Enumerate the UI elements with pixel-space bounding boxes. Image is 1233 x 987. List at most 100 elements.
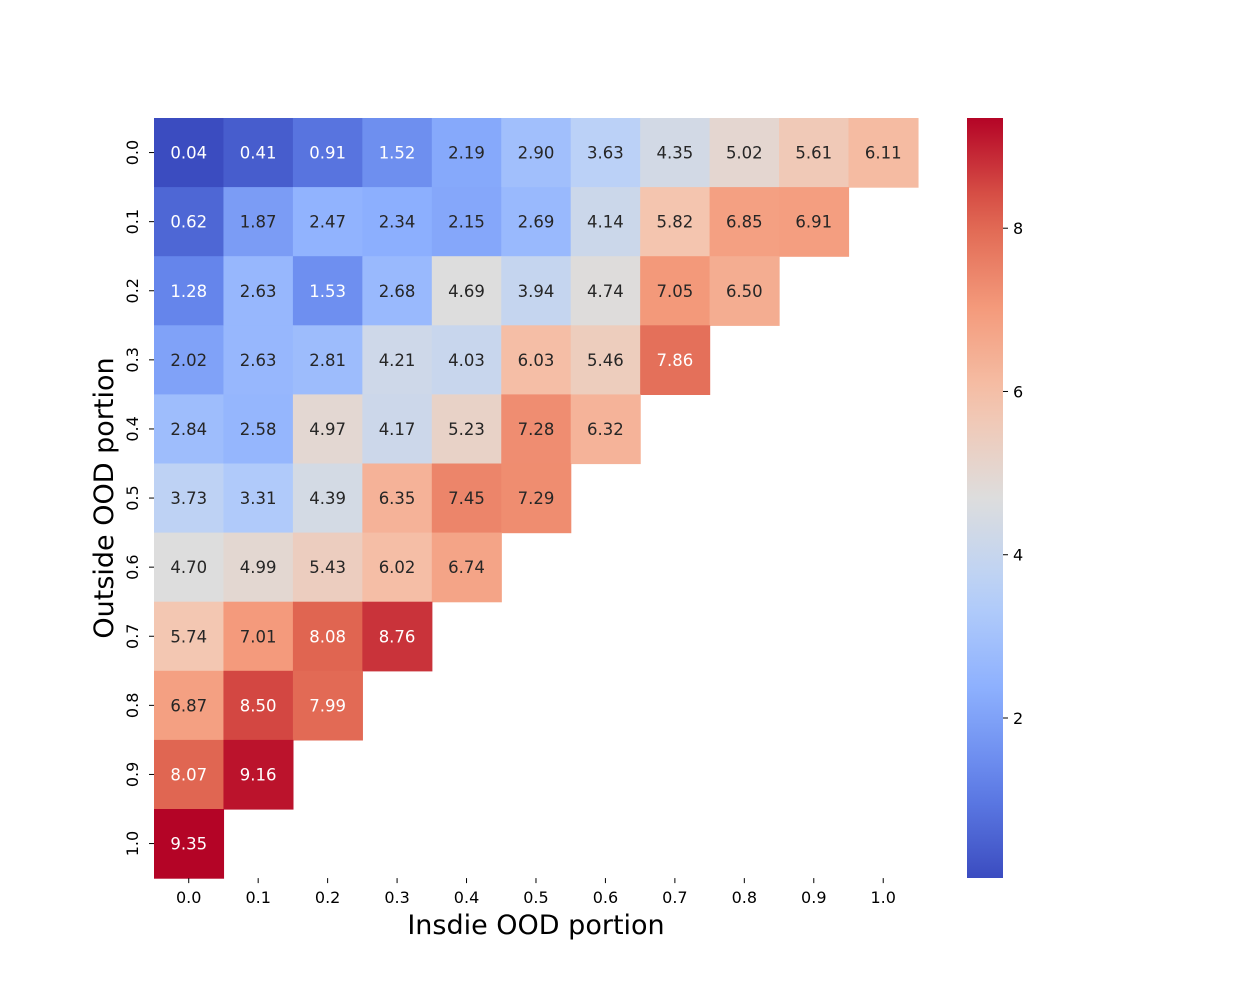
heatmap-cell — [431, 256, 502, 326]
cell-value-label: 2.68 — [379, 282, 416, 301]
colorbar-tick-label: 2 — [1013, 709, 1023, 728]
heatmap-cell — [848, 118, 919, 188]
heatmap-cell — [431, 463, 502, 534]
heatmap-cell — [640, 187, 711, 257]
cell-value-label: 2.02 — [170, 351, 207, 370]
cell-value-label: 5.82 — [657, 213, 694, 232]
cell-value-label: 5.02 — [726, 144, 763, 163]
cell-value-label: 4.14 — [587, 213, 624, 232]
cell-value-label: 3.63 — [587, 144, 624, 163]
heatmap-cell — [154, 601, 225, 672]
heatmap-cell — [431, 187, 502, 257]
cell-value-label: 6.91 — [795, 213, 832, 232]
cell-value-label: 4.69 — [448, 282, 485, 301]
cell-value-label: 5.46 — [587, 351, 624, 370]
heatmap-cell — [292, 118, 363, 188]
heatmap-cell — [570, 325, 641, 395]
heatmap-cell — [501, 187, 572, 257]
heatmap-cell — [154, 187, 225, 257]
x-tick-label: 0.9 — [801, 888, 826, 907]
heatmap-cell — [431, 394, 502, 465]
cell-value-label: 8.76 — [379, 627, 416, 646]
heatmap-cell — [223, 187, 294, 257]
cell-value-label: 2.63 — [240, 282, 277, 301]
y-axis-ticks: 0.0 0.1 0.2 0.3 0.4 0.5 0.6 0.7 0.8 0.9 1.0 — [123, 140, 154, 856]
cell-value-label: 4.21 — [379, 351, 416, 370]
cell-value-label: 4.97 — [309, 420, 346, 439]
heatmap-cell — [501, 325, 572, 395]
x-tick-label: 1.0 — [870, 888, 895, 907]
cell-value-label: 5.61 — [795, 144, 832, 163]
cell-value-label: 4.99 — [240, 558, 277, 577]
heatmap-cell — [362, 394, 433, 465]
cell-value-label: 0.91 — [309, 144, 346, 163]
cell-value-label: 9.35 — [170, 835, 207, 854]
cell-value-label: 4.74 — [587, 282, 624, 301]
y-tick-label: 0.5 — [123, 485, 142, 510]
heatmap-cell — [154, 809, 225, 879]
cell-value-label: 7.28 — [518, 420, 555, 439]
cell-value-label: 2.47 — [309, 213, 346, 232]
y-tick-label: 0.8 — [123, 693, 142, 718]
heatmap-cell — [362, 118, 433, 188]
cell-value-label: 7.86 — [657, 351, 694, 370]
heatmap-cell — [779, 118, 850, 188]
cell-value-label: 4.70 — [170, 558, 207, 577]
cell-value-label: 3.94 — [518, 282, 555, 301]
heatmap-cell — [501, 118, 572, 188]
heatmap-cell — [292, 463, 363, 534]
heatmap-cell — [779, 187, 850, 257]
cell-value-label: 1.52 — [379, 144, 416, 163]
cell-value-label: 2.69 — [518, 213, 555, 232]
y-tick-label: 0.6 — [123, 554, 142, 579]
heatmap-cell — [640, 256, 711, 326]
cell-value-label: 7.29 — [518, 489, 555, 508]
x-tick-label: 0.8 — [732, 888, 757, 907]
heatmap-cell — [154, 532, 225, 603]
cell-value-label: 2.63 — [240, 351, 277, 370]
cell-value-label: 0.62 — [170, 213, 207, 232]
cell-value-label: 1.87 — [240, 213, 277, 232]
heatmap-cell — [154, 394, 225, 465]
y-tick-label: 0.3 — [123, 347, 142, 372]
heatmap-cell — [709, 118, 780, 188]
x-tick-label: 0.7 — [662, 888, 687, 907]
heatmap-cell — [501, 394, 572, 465]
cell-value-label: 3.31 — [240, 489, 277, 508]
y-tick-label: 0.1 — [123, 209, 142, 234]
cell-value-label: 1.28 — [170, 282, 207, 301]
heatmap-cell — [709, 187, 780, 257]
heatmap-cell — [223, 670, 294, 741]
cell-value-label: 1.53 — [309, 282, 346, 301]
cell-value-label: 8.07 — [170, 765, 207, 784]
cell-value-label: 5.43 — [309, 558, 346, 577]
cell-value-label: 5.74 — [170, 627, 207, 646]
heatmap-cell — [292, 325, 363, 395]
heatmap-cell — [292, 532, 363, 603]
colorbar-tick-label: 6 — [1013, 382, 1023, 401]
cell-value-label: 6.35 — [379, 489, 416, 508]
heatmap-cell — [223, 256, 294, 326]
heatmap-cell — [223, 394, 294, 465]
cell-value-label: 9.16 — [240, 765, 277, 784]
heatmap-cell — [292, 394, 363, 465]
heatmap-cell — [223, 601, 294, 672]
cell-value-label: 7.01 — [240, 627, 277, 646]
cell-value-label: 6.11 — [865, 144, 902, 163]
heatmap-cell — [362, 256, 433, 326]
y-tick-label: 0.4 — [123, 416, 142, 441]
heatmap-cell — [570, 187, 641, 257]
cell-value-label: 8.08 — [309, 627, 346, 646]
cell-value-label: 5.23 — [448, 420, 485, 439]
cell-value-label: 6.03 — [518, 351, 555, 370]
heatmap-cell — [223, 325, 294, 395]
cell-value-label: 4.35 — [657, 144, 694, 163]
heatmap-cell — [640, 118, 711, 188]
heatmap-cell — [709, 256, 780, 326]
heatmap-cell — [154, 463, 225, 534]
heatmap-cell — [570, 118, 641, 188]
y-tick-label: 0.9 — [123, 762, 142, 787]
heatmap-cell — [362, 532, 433, 603]
x-tick-label: 0.4 — [454, 888, 479, 907]
y-tick-label: 0.2 — [123, 278, 142, 303]
